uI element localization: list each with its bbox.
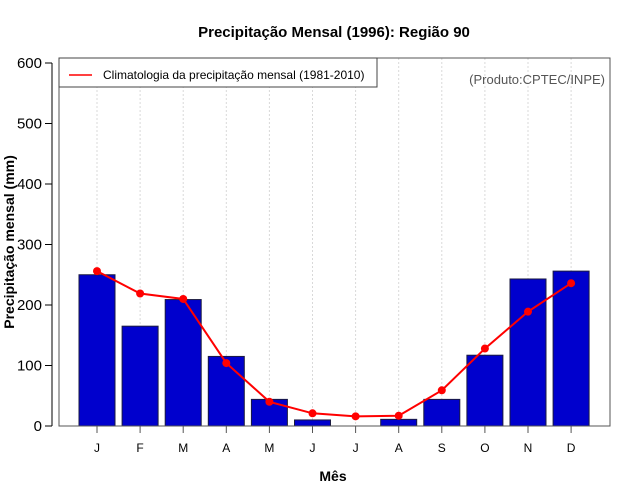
x-tick-label: J bbox=[310, 441, 316, 455]
bar-11 bbox=[552, 270, 590, 427]
x-tick-label: D bbox=[567, 441, 576, 455]
x-tick-label: M bbox=[178, 441, 188, 455]
legend-box bbox=[58, 57, 378, 88]
climatology-point-8 bbox=[437, 386, 446, 395]
x-tick-label: A bbox=[395, 441, 403, 455]
climatology-point-0 bbox=[93, 267, 101, 276]
legend: Climatologia da precipitação mensal (198… bbox=[58, 57, 378, 88]
bar-1 bbox=[121, 325, 159, 427]
bar-8 bbox=[423, 398, 461, 427]
climatology-line-group bbox=[93, 267, 576, 421]
y-axis-label: Precipitação mensal (mm) bbox=[1, 155, 17, 329]
bar-7 bbox=[380, 418, 418, 427]
climatology-point-2 bbox=[179, 294, 188, 303]
climatology-point-6 bbox=[351, 412, 360, 421]
bar-5 bbox=[294, 419, 331, 427]
y-tick-label: 500 bbox=[17, 116, 42, 133]
bar-3 bbox=[207, 355, 245, 427]
bar-2 bbox=[164, 299, 202, 427]
y-tick-label: 200 bbox=[17, 297, 42, 314]
x-tick-label: J bbox=[353, 441, 359, 455]
x-tick-label: O bbox=[480, 441, 489, 455]
climatology-point-5 bbox=[308, 409, 317, 418]
y-tick-label: 300 bbox=[17, 237, 42, 254]
x-tick-label: S bbox=[438, 441, 446, 455]
climatology-point-10 bbox=[524, 307, 532, 316]
chart-title: Precipitação Mensal (1996): Região 90 bbox=[198, 24, 470, 41]
y-tick-label: 600 bbox=[17, 55, 42, 72]
bar-0 bbox=[78, 274, 116, 427]
climatology-point-9 bbox=[480, 344, 489, 353]
x-tick-label: J bbox=[94, 441, 100, 455]
bar-9 bbox=[466, 354, 504, 427]
x-tick-label: A bbox=[222, 441, 230, 455]
y-tick-label: 0 bbox=[34, 418, 42, 435]
product-credit: (Produto:CPTEC/INPE) bbox=[469, 72, 605, 87]
climatology-point-3 bbox=[222, 359, 231, 368]
y-axis: 0 100 200 300 400 500 600 bbox=[17, 55, 53, 435]
y-tick-label: 400 bbox=[17, 176, 42, 193]
grid-lines bbox=[96, 58, 572, 426]
climatology-point-1 bbox=[136, 289, 145, 298]
climatology-point-4 bbox=[265, 397, 274, 406]
x-tick-label: N bbox=[524, 441, 533, 455]
y-tick-label: 100 bbox=[17, 358, 42, 375]
climatology-point-7 bbox=[394, 411, 403, 420]
climatology-point-11 bbox=[567, 279, 576, 288]
legend-entry-climatology: Climatologia da precipitação mensal (198… bbox=[103, 68, 364, 82]
bar-10 bbox=[509, 278, 547, 427]
x-axis-label: Mês bbox=[319, 468, 346, 484]
x-tick-label: F bbox=[136, 441, 143, 455]
x-tick-label: M bbox=[264, 441, 274, 455]
climatology-line bbox=[96, 270, 572, 418]
